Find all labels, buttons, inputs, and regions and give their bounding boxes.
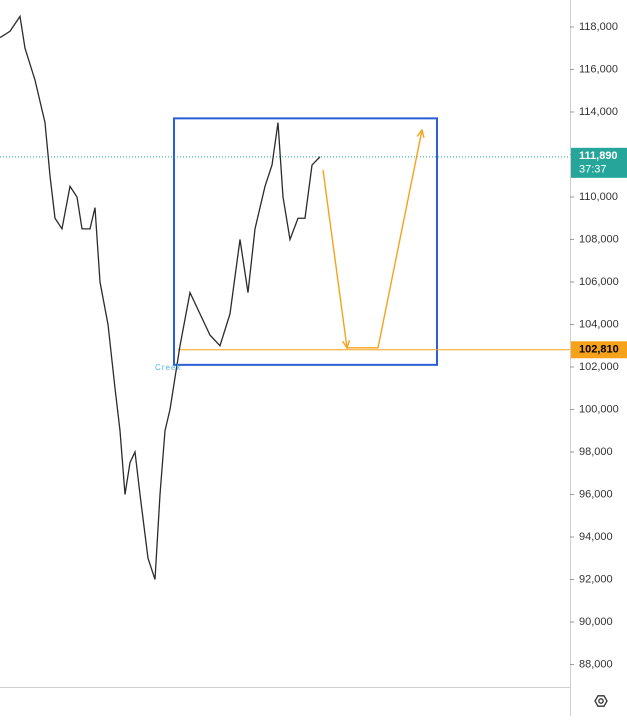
arrow-head (416, 128, 425, 138)
settings-dot[interactable] (598, 698, 604, 704)
y-tick-label: 92,000 (579, 573, 613, 585)
price-label: 102,810 (579, 344, 619, 356)
y-tick-label: 104,000 (579, 318, 619, 330)
creek-label: Creek (155, 363, 181, 372)
y-tick-label: 98,000 (579, 446, 613, 458)
price-label: 111,890 (579, 150, 618, 162)
y-tick-label: 114,000 (579, 106, 618, 118)
price-label-box (571, 341, 627, 359)
arrow-path (322, 129, 423, 349)
settings-hex[interactable] (594, 695, 608, 707)
y-tick-label: 88,000 (579, 658, 613, 670)
y-tick-label: 106,000 (579, 276, 619, 288)
y-tick-label: 94,000 (579, 531, 613, 543)
y-tick-label: 116,000 (579, 63, 618, 75)
price-label-box (571, 147, 627, 178)
price-line-series (0, 14, 321, 580)
y-tick-label: 100,000 (579, 403, 619, 415)
y-tick-label: 102,000 (579, 361, 619, 373)
settings-icon[interactable] (594, 695, 608, 707)
y-tick-label: 90,000 (579, 616, 613, 628)
y-tick-label: 108,000 (579, 233, 619, 245)
price-timer: 37:37 (579, 164, 607, 176)
box-annotation (173, 117, 438, 366)
arrow-head (342, 340, 351, 350)
y-tick-label: 118,000 (579, 21, 618, 33)
y-tick-label: 110,000 (579, 191, 618, 203)
y-tick-label: 96,000 (579, 488, 613, 500)
